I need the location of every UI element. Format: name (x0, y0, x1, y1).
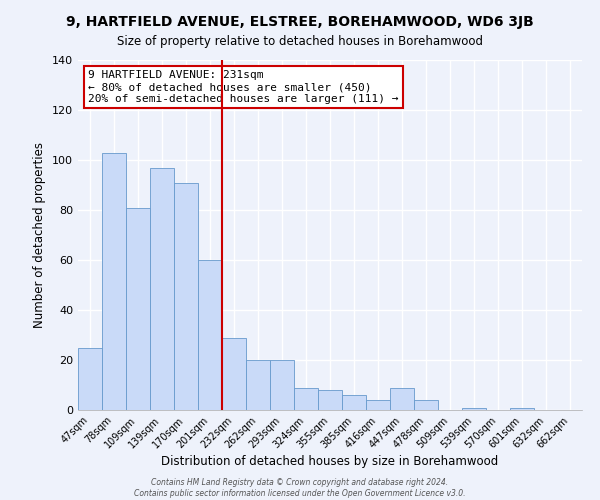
Bar (318, 390, 342, 410)
Bar (510, 408, 534, 410)
Bar (126, 208, 150, 410)
Text: 9, HARTFIELD AVENUE, ELSTREE, BOREHAMWOOD, WD6 3JB: 9, HARTFIELD AVENUE, ELSTREE, BOREHAMWOO… (66, 15, 534, 29)
Bar (390, 388, 414, 410)
Y-axis label: Number of detached properties: Number of detached properties (34, 142, 46, 328)
Bar (246, 360, 270, 410)
Bar (78, 348, 102, 410)
Bar (270, 360, 294, 410)
Bar (342, 395, 366, 410)
Bar (174, 182, 198, 410)
Text: Contains HM Land Registry data © Crown copyright and database right 2024.
Contai: Contains HM Land Registry data © Crown c… (134, 478, 466, 498)
Bar (462, 408, 486, 410)
Bar (222, 338, 246, 410)
Bar (150, 168, 174, 410)
Text: Size of property relative to detached houses in Borehamwood: Size of property relative to detached ho… (117, 35, 483, 48)
X-axis label: Distribution of detached houses by size in Borehamwood: Distribution of detached houses by size … (161, 456, 499, 468)
Text: 9 HARTFIELD AVENUE: 231sqm
← 80% of detached houses are smaller (450)
20% of sem: 9 HARTFIELD AVENUE: 231sqm ← 80% of deta… (88, 70, 398, 104)
Bar (198, 260, 222, 410)
Bar (102, 152, 126, 410)
Bar (366, 400, 390, 410)
Bar (414, 400, 438, 410)
Bar (294, 388, 318, 410)
